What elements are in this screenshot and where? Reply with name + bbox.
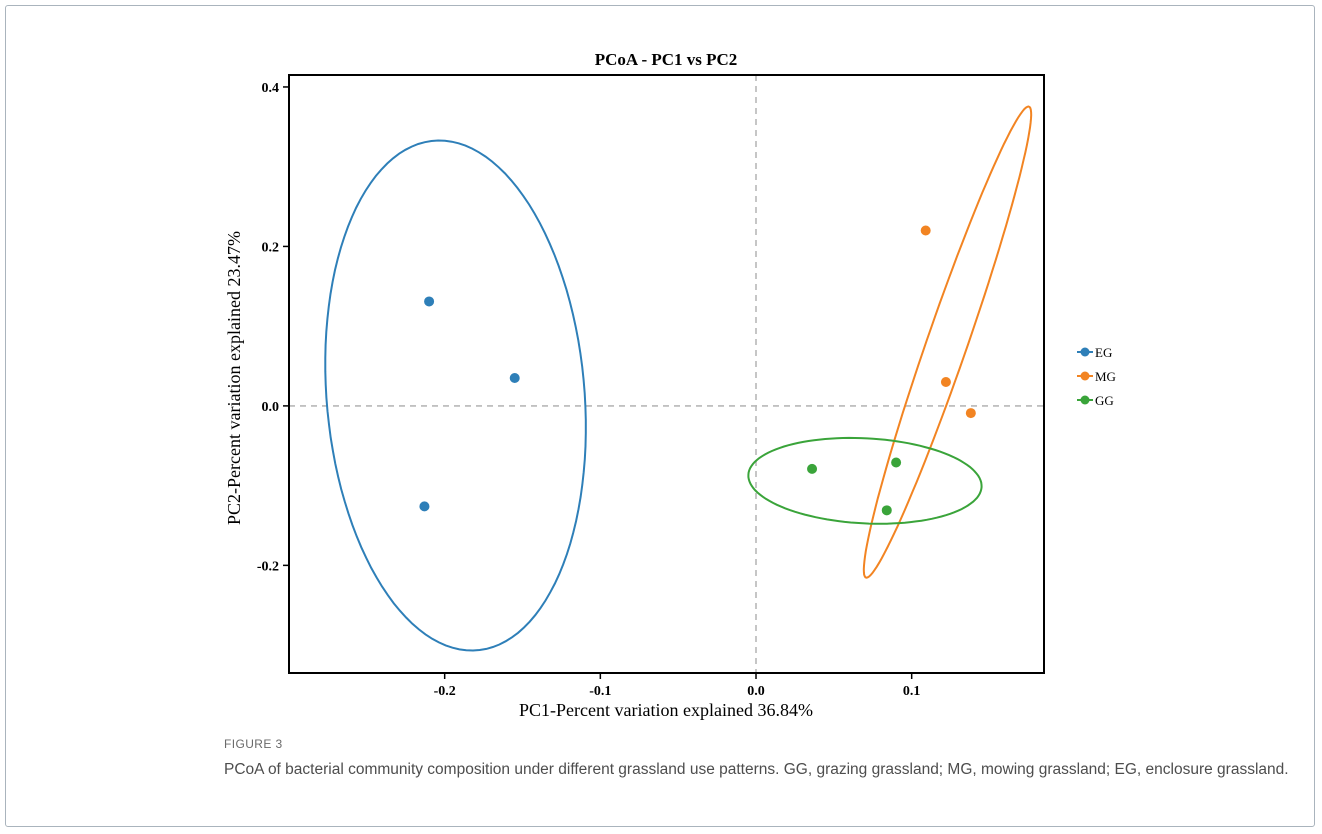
- x-tick-label: -0.1: [589, 684, 611, 699]
- x-tick-label: 0.0: [747, 684, 765, 699]
- figure-label: FIGURE 3: [224, 737, 283, 751]
- data-point-gg: [891, 457, 902, 468]
- data-point-eg: [424, 296, 435, 307]
- data-point-gg: [807, 463, 818, 474]
- x-axis-label: PC1-Percent variation explained 36.84%: [519, 700, 813, 720]
- data-point-eg: [509, 372, 520, 383]
- data-point-gg: [881, 505, 892, 516]
- y-tick-label: 0.4: [262, 81, 280, 96]
- legend-label-eg: EG: [1095, 345, 1112, 360]
- confidence-ellipse-eg: [324, 139, 587, 652]
- data-point-mg: [920, 225, 931, 236]
- data-point-mg: [940, 376, 951, 387]
- y-tick-label: 0.2: [262, 240, 280, 255]
- confidence-ellipse-gg: [747, 436, 983, 525]
- legend-marker-mg: [1080, 371, 1090, 381]
- legend-marker-gg: [1080, 395, 1090, 405]
- figure-caption: PCoA of bacterial community composition …: [224, 761, 1289, 778]
- legend-label-mg: MG: [1095, 369, 1116, 384]
- x-tick-label: -0.2: [434, 684, 456, 699]
- y-tick-label: 0.0: [262, 400, 280, 415]
- figure-frame: [5, 5, 1315, 827]
- y-axis-label: PC2-Percent variation explained 23.47%: [224, 231, 244, 525]
- legend: EG MG GG: [1077, 345, 1116, 408]
- data-point-eg: [419, 501, 430, 512]
- confidence-ellipse-mg: [862, 105, 1033, 579]
- y-tick-label: -0.2: [257, 559, 279, 574]
- legend-label-gg: GG: [1095, 393, 1114, 408]
- x-tick-label: 0.1: [903, 684, 921, 699]
- plot-frame: [288, 74, 1045, 674]
- data-point-mg: [965, 408, 976, 419]
- chart-title: PCoA - PC1 vs PC2: [595, 50, 738, 69]
- pcoa-scatter-chart: PCoA - PC1 vs PC2 PC1-Percent variation …: [224, 50, 1116, 720]
- legend-marker-eg: [1080, 347, 1090, 357]
